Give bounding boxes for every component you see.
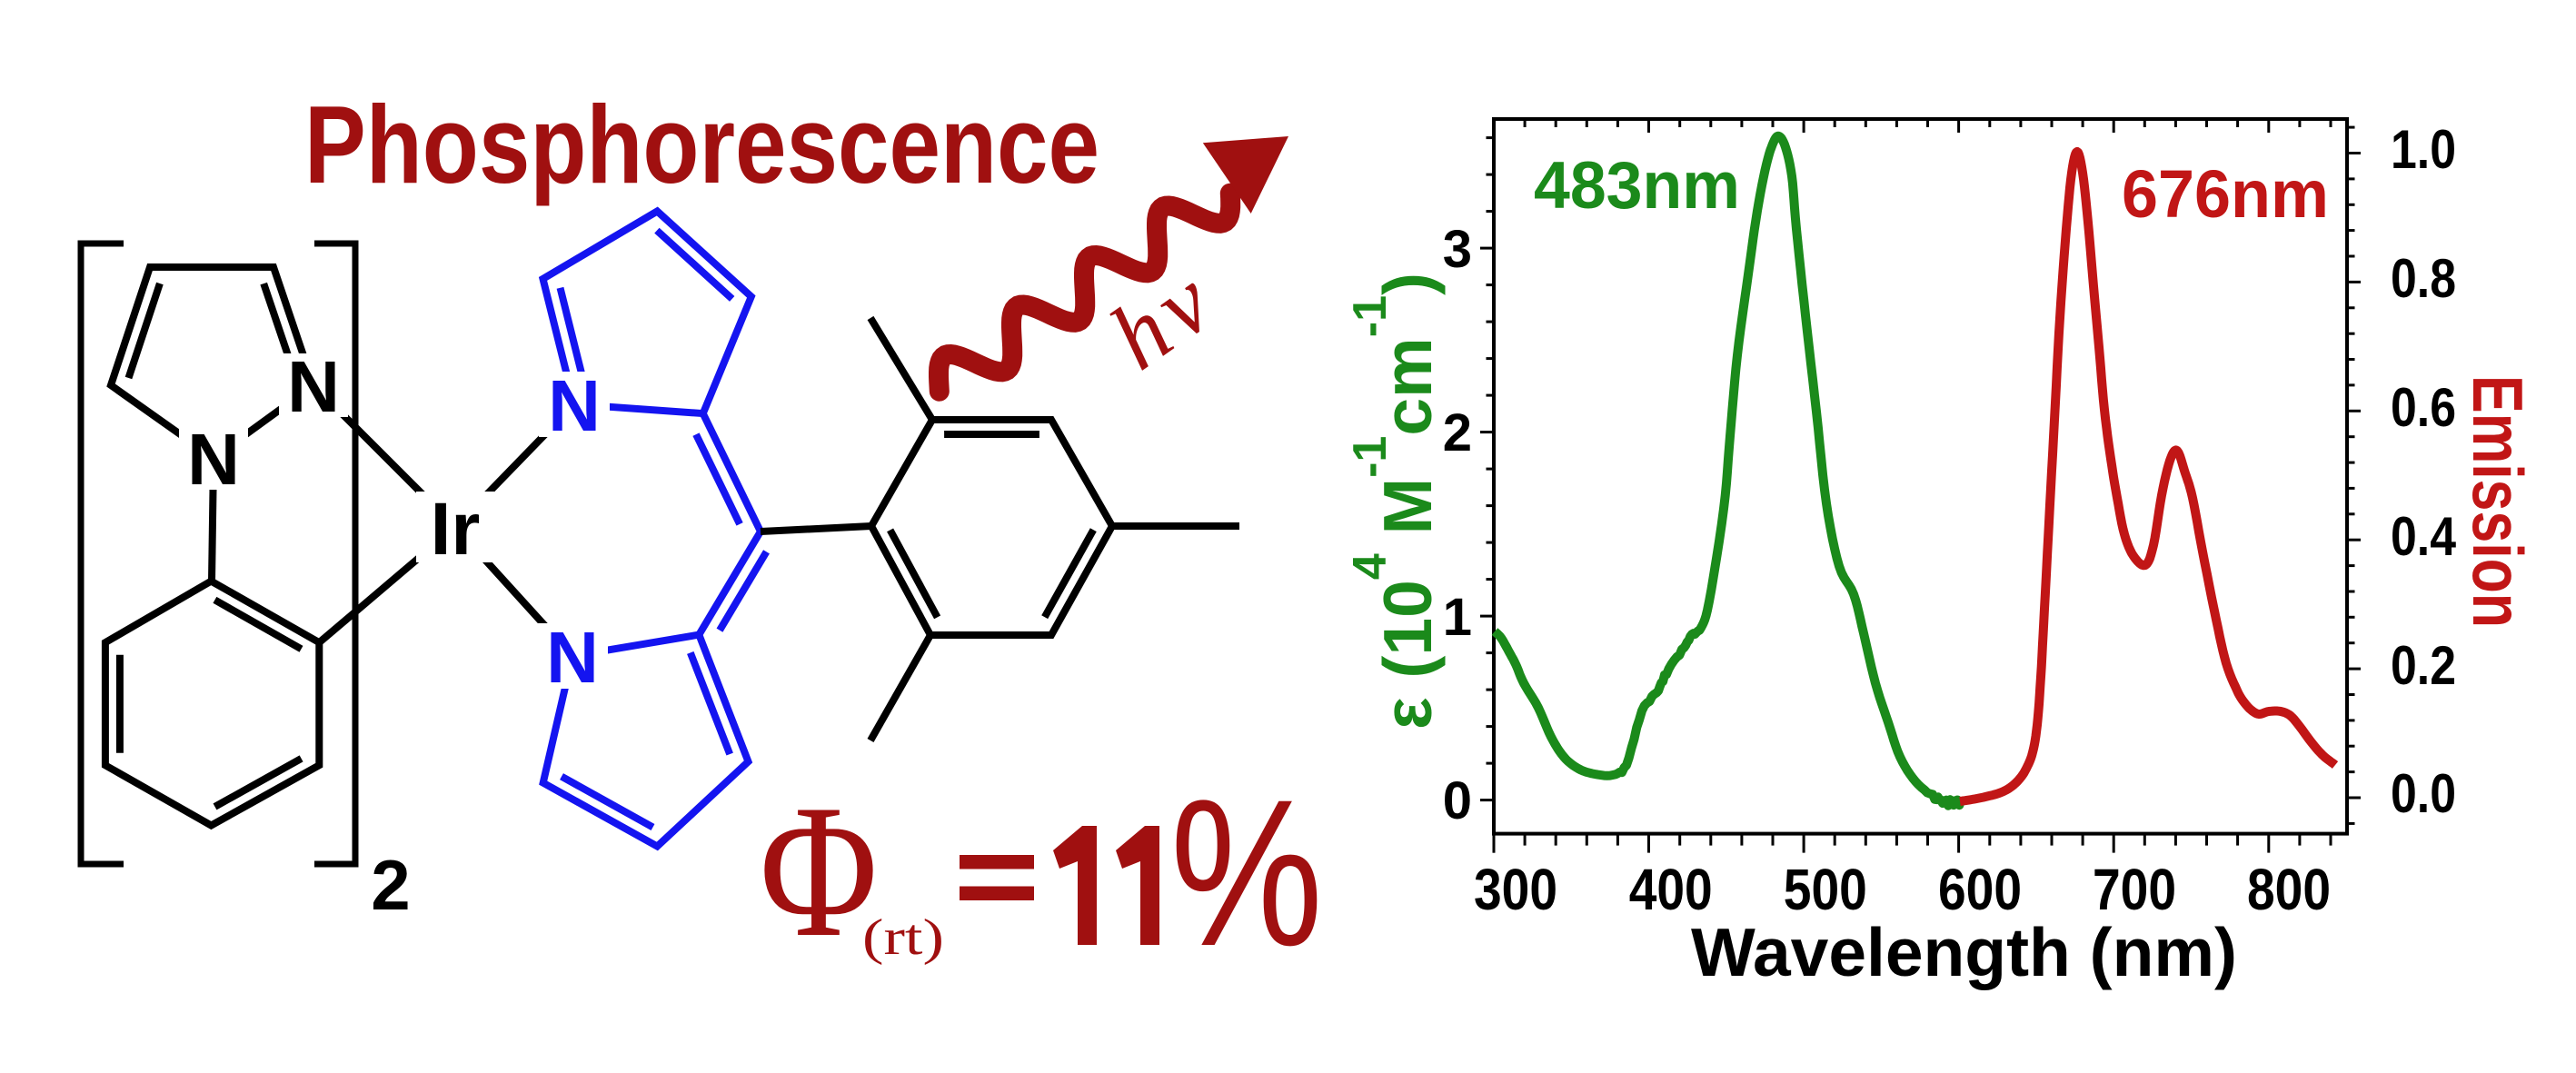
svg-text:N: N	[546, 617, 599, 698]
svg-text:0.8: 0.8	[2391, 248, 2456, 309]
svg-text:Wavelength (nm): Wavelength (nm)	[1691, 914, 2237, 990]
svg-text:N: N	[287, 346, 340, 427]
svg-text:N: N	[187, 419, 240, 500]
svg-text:700: 700	[2093, 857, 2176, 922]
svg-text:3: 3	[1443, 220, 1472, 279]
svg-text:(rt): (rt)	[862, 909, 944, 966]
svg-text:400: 400	[1629, 857, 1713, 922]
svg-text:600: 600	[1938, 857, 2022, 922]
svg-text:0.4: 0.4	[2391, 506, 2457, 567]
svg-text:1.0: 1.0	[2391, 119, 2456, 180]
svg-text:0.2: 0.2	[2391, 635, 2456, 696]
svg-text:0.6: 0.6	[2391, 377, 2456, 438]
svg-text:0.0: 0.0	[2391, 763, 2456, 824]
svg-text:N: N	[548, 365, 601, 446]
svg-text:2: 2	[1443, 403, 1472, 462]
svg-text:Phosphorescence: Phosphorescence	[304, 83, 1099, 206]
svg-text:Emission: Emission	[2458, 375, 2538, 628]
svg-text:800: 800	[2247, 857, 2331, 922]
svg-text:2: 2	[371, 845, 410, 925]
svg-text:483nm: 483nm	[1534, 149, 1740, 223]
svg-text:1: 1	[1443, 588, 1472, 647]
svg-text:300: 300	[1474, 857, 1557, 922]
svg-text:500: 500	[1784, 857, 1867, 922]
svg-text:Φ: Φ	[760, 766, 878, 977]
svg-text:676nm: 676nm	[2122, 156, 2329, 232]
svg-text:Ir: Ir	[431, 488, 481, 571]
svg-text:0: 0	[1443, 771, 1472, 830]
svg-text:%: %	[1170, 756, 1323, 989]
